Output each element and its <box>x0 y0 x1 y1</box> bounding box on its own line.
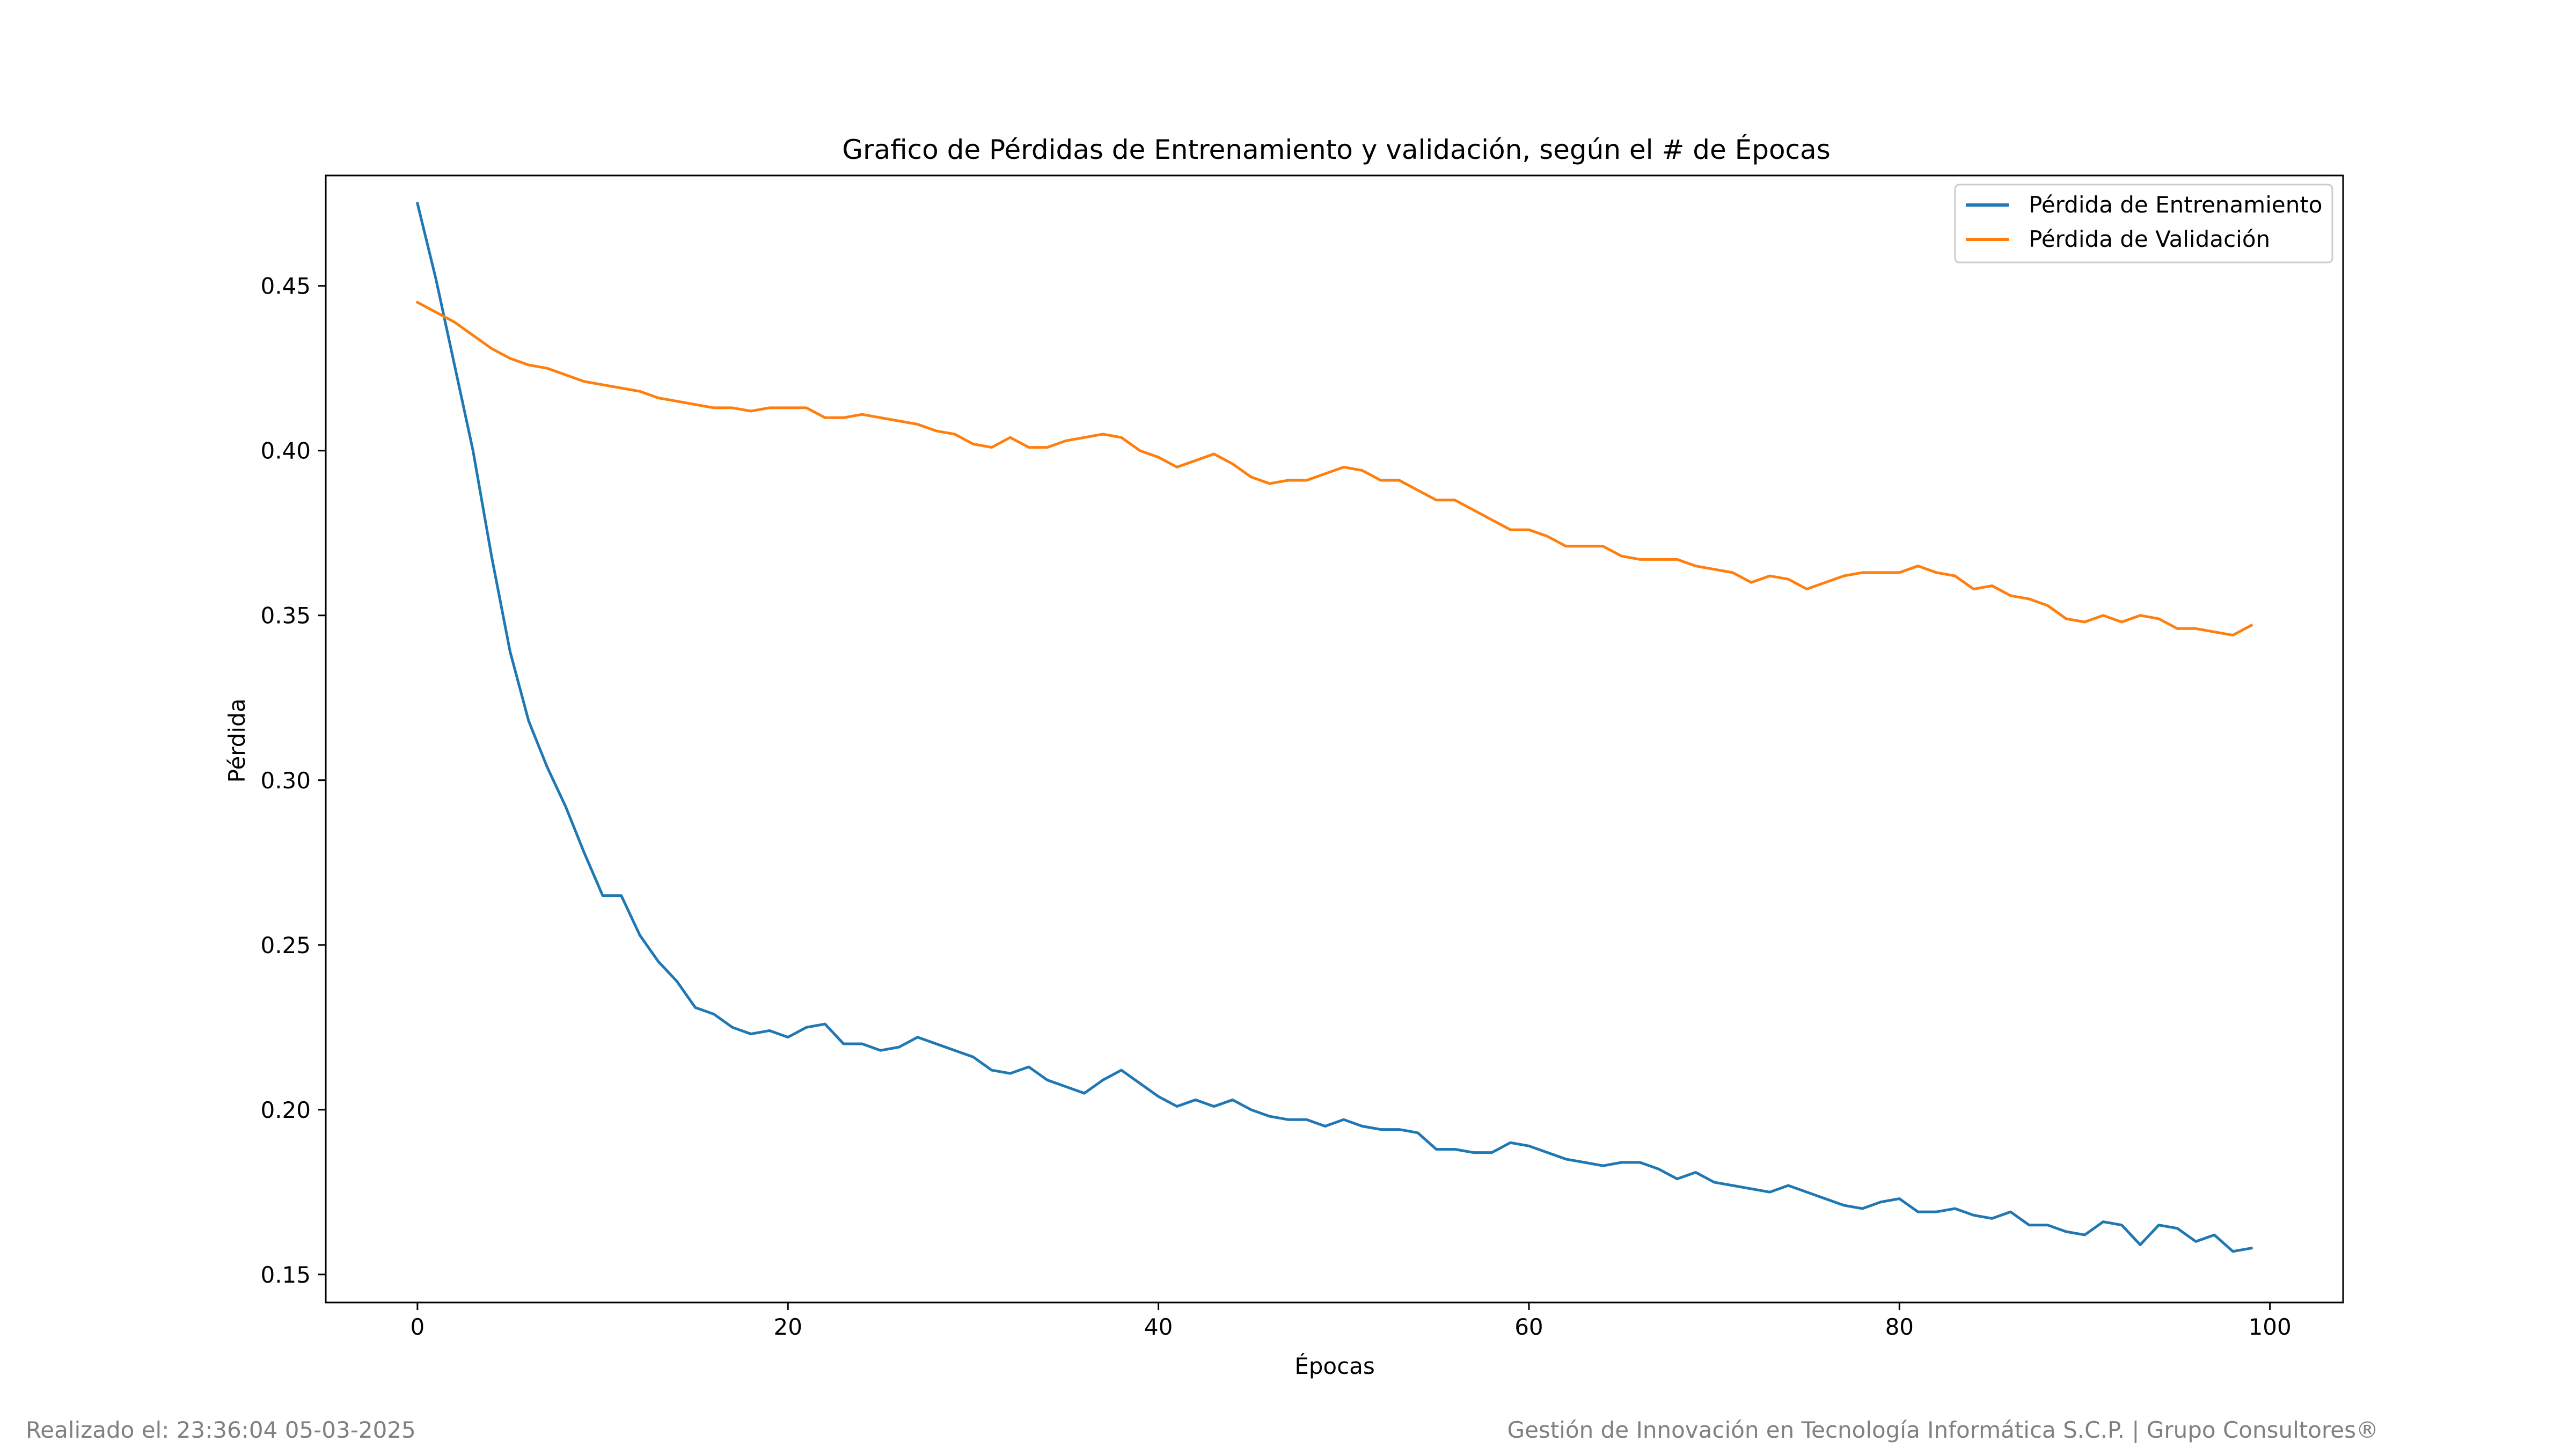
y-tick-label: 0.40 <box>260 438 311 464</box>
x-tick-label: 60 <box>1514 1314 1543 1340</box>
x-tick-label: 100 <box>2249 1314 2292 1340</box>
y-tick-label: 0.45 <box>260 273 311 299</box>
legend-label-validation: Pérdida de Validación <box>2029 226 2270 252</box>
chart-title: Grafico de Pérdidas de Entrenamiento y v… <box>842 134 1831 165</box>
footer-credits: Gestión de Innovación en Tecnología Info… <box>1507 1417 2379 1443</box>
x-tick-label: 0 <box>410 1314 425 1340</box>
footer-timestamp: Realizado el: 23:36:04 05-03-2025 <box>26 1417 416 1443</box>
legend-label-training: Pérdida de Entrenamiento <box>2029 192 2323 218</box>
x-tick-label: 20 <box>773 1314 802 1340</box>
y-tick-label: 0.35 <box>260 603 311 629</box>
y-axis-label: Pérdida <box>224 699 250 783</box>
x-axis-ticks: 0 20 40 60 80 100 <box>410 1302 2292 1340</box>
y-tick-label: 0.30 <box>260 767 311 794</box>
series-line-validation <box>415 301 2253 637</box>
legend: Pérdida de Entrenamiento Pérdida de Vali… <box>1954 184 2333 264</box>
y-axis-ticks: 0.15 0.20 0.25 0.30 0.35 0.40 0.45 <box>260 273 326 1288</box>
x-axis-label: Épocas <box>1294 1352 1375 1379</box>
y-tick-label: 0.25 <box>260 932 311 958</box>
series-group <box>415 202 2253 1253</box>
y-tick-label: 0.15 <box>260 1262 311 1288</box>
x-tick-label: 40 <box>1144 1314 1173 1340</box>
x-tick-label: 80 <box>1885 1314 1914 1340</box>
plot-frame <box>325 174 2344 1304</box>
legend-box <box>1954 184 2333 264</box>
series-line-training <box>415 202 2253 1253</box>
y-tick-label: 0.20 <box>260 1097 311 1123</box>
